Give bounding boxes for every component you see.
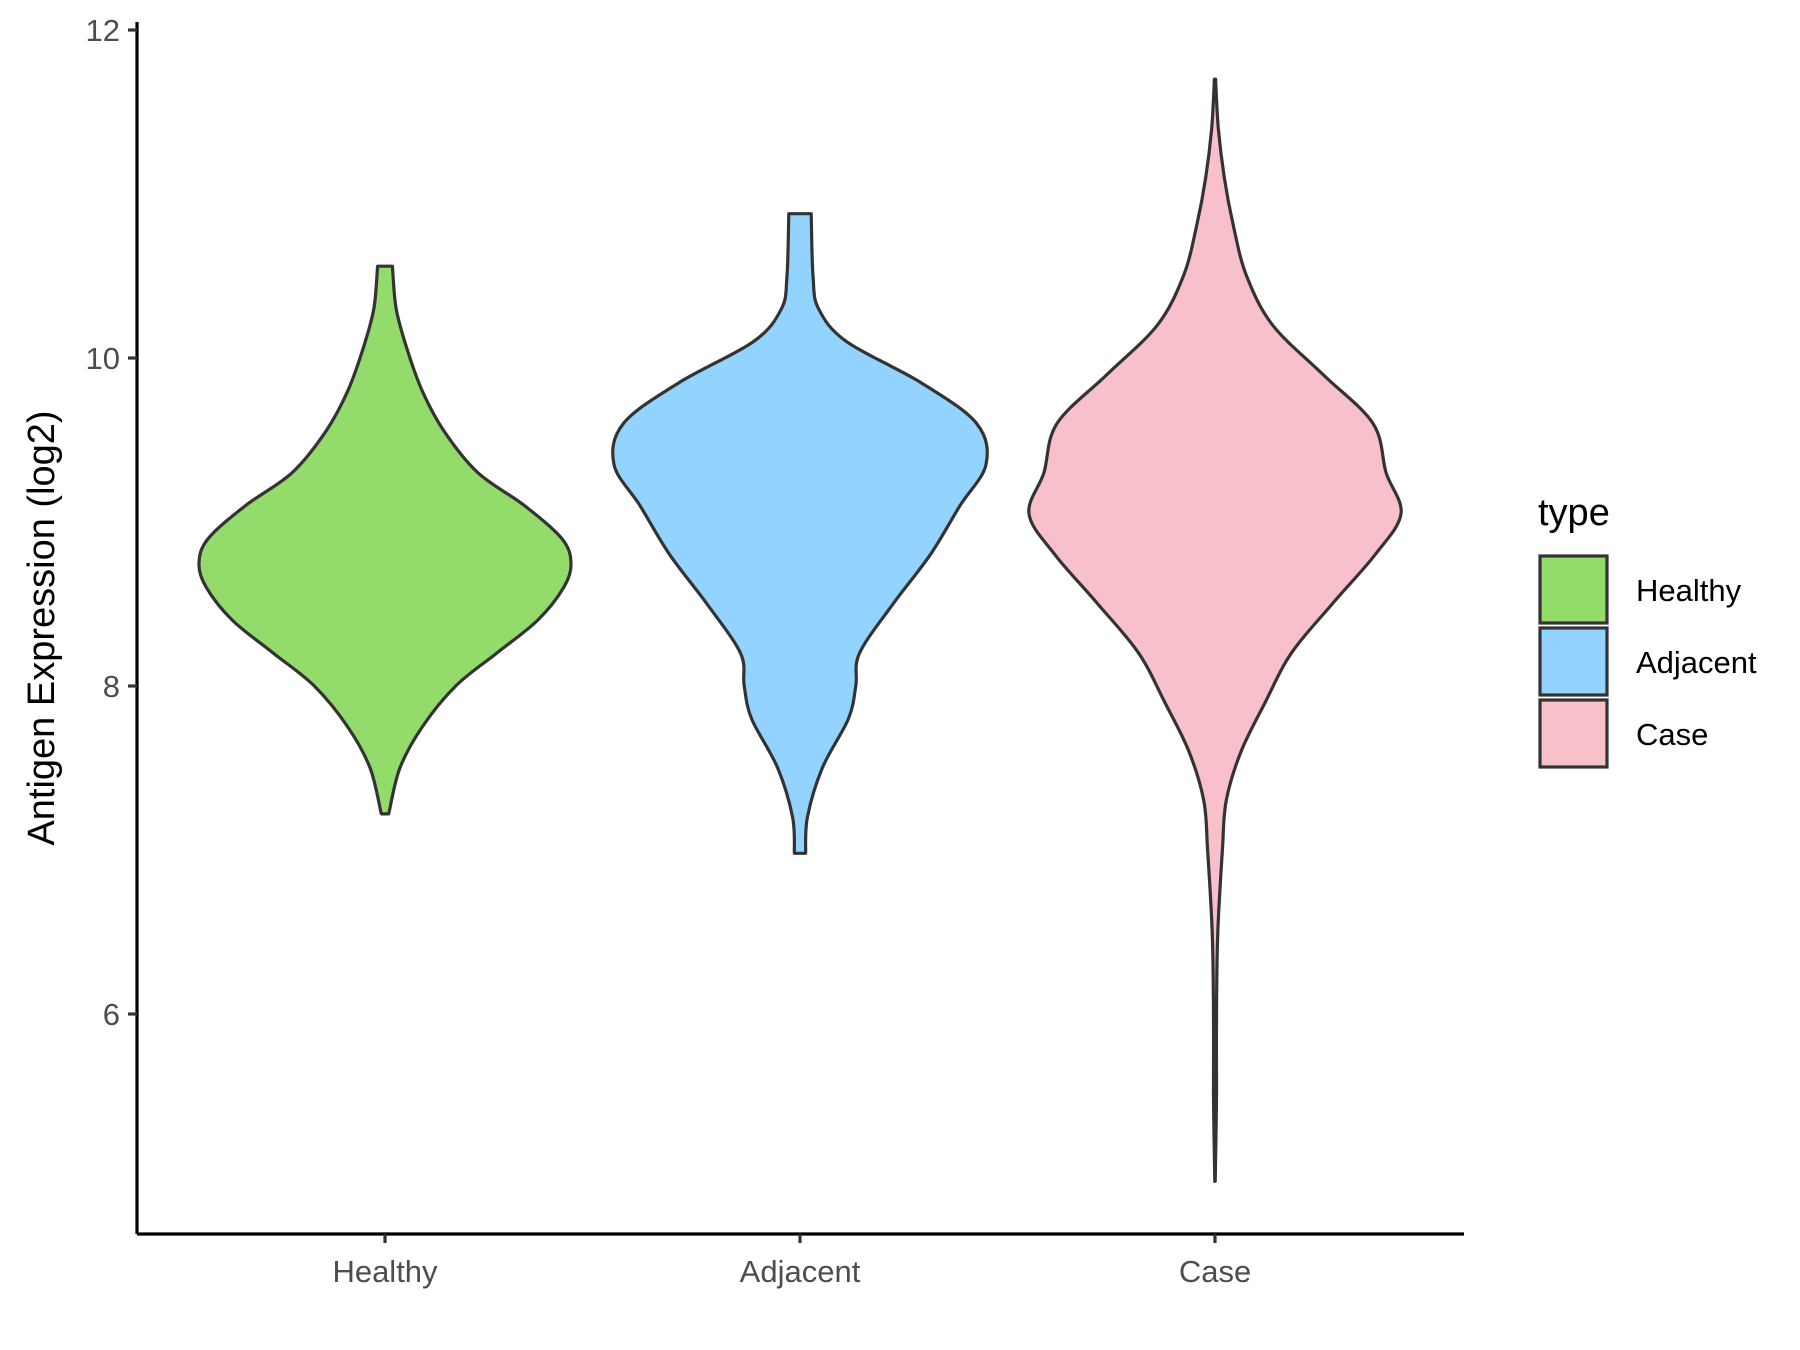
violins-group xyxy=(197,77,1403,1183)
y-tick-label: 8 xyxy=(103,669,120,704)
x-tick-label-adjacent: Adjacent xyxy=(740,1254,861,1289)
x-tick-label-healthy: Healthy xyxy=(332,1254,438,1289)
legend-title: type xyxy=(1538,492,1610,534)
y-tick-label: 12 xyxy=(86,13,120,48)
legend-swatch-healthy xyxy=(1538,554,1609,625)
violin-adjacent xyxy=(611,212,989,855)
y-tick-label: 6 xyxy=(103,997,120,1032)
violin-case xyxy=(1027,77,1403,1183)
y-axis-title: Antigen Expression (log2) xyxy=(21,410,63,845)
legend-label-healthy: Healthy xyxy=(1636,573,1742,608)
x-tick-label-case: Case xyxy=(1179,1254,1251,1289)
violin-healthy xyxy=(197,264,573,816)
y-ticks-group: 6 8 10 12 xyxy=(86,13,137,1032)
y-tick-label: 10 xyxy=(86,341,120,376)
legend-swatch-adjacent xyxy=(1538,626,1609,697)
x-ticks-group: Healthy Adjacent Case xyxy=(332,1234,1251,1289)
legend: Healthy Adjacent Case xyxy=(1538,554,1757,769)
legend-swatch-case xyxy=(1538,698,1609,769)
legend-label-case: Case xyxy=(1636,717,1708,752)
legend-label-adjacent: Adjacent xyxy=(1636,645,1757,680)
